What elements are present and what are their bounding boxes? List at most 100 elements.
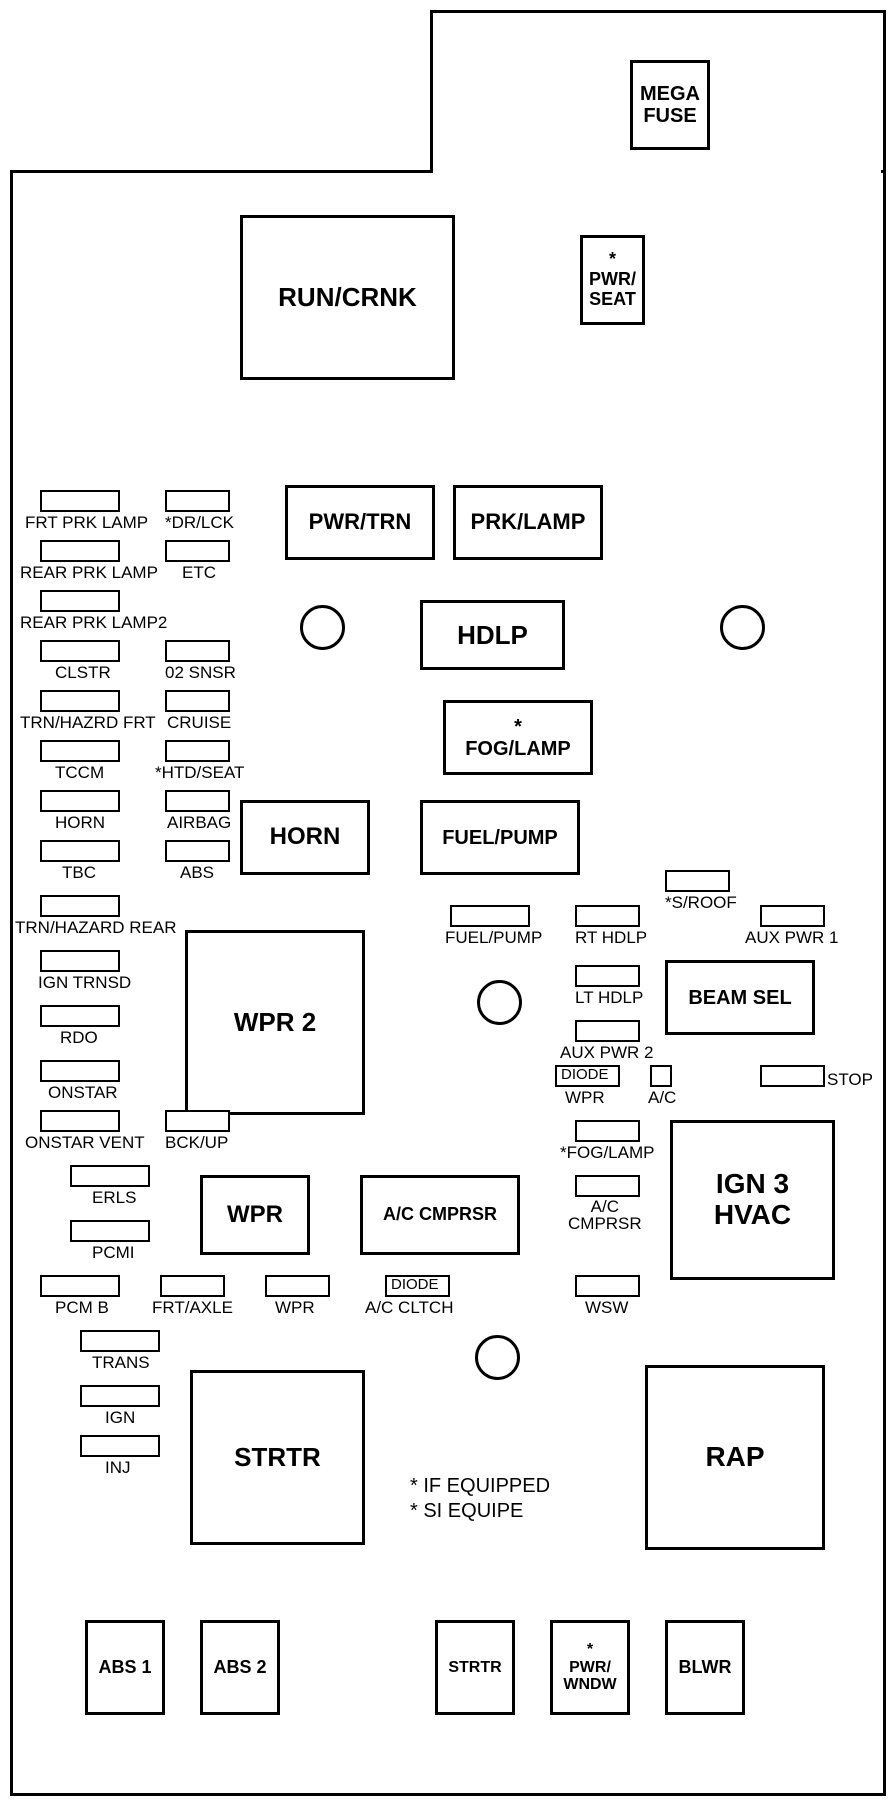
fuse-stop <box>760 1065 825 1087</box>
fuse-tccm <box>40 740 120 762</box>
fuse-label-rdo: RDO <box>60 1028 98 1048</box>
fuse-label-rear-prk-lamp2: REAR PRK LAMP2 <box>20 613 167 633</box>
diode-wpr-label: DIODE <box>561 1066 609 1083</box>
fuse-inj <box>80 1435 160 1457</box>
fuse-wpr-fuse <box>265 1275 330 1297</box>
relay-blwr: BLWR <box>665 1620 745 1715</box>
fuse-label-rear-prk-lamp: REAR PRK LAMP <box>20 563 158 583</box>
fuse-box-diagram: MEGAFUSE RUN/CRNK *PWR/SEAT PWR/TRNPRK/LAMP… <box>0 0 891 1811</box>
relay-mega-fuse: MEGAFUSE <box>630 60 710 150</box>
fuse-ac-cmprsr-fuse <box>575 1175 640 1197</box>
relay-strtr-relay: STRTR <box>190 1370 365 1545</box>
relay-abs2: ABS 2 <box>200 1620 280 1715</box>
fuse-ign <box>80 1385 160 1407</box>
fuse-label-dr-lck: *DR/LCK <box>165 513 234 533</box>
relay-abs1: ABS 1 <box>85 1620 165 1715</box>
fuse-rear-prk-lamp <box>40 540 120 562</box>
fuse-label-s-roof: *S/ROOF <box>665 893 737 913</box>
relay-beam-sel: BEAM SEL <box>665 960 815 1035</box>
fuse-trn-hazard-rear <box>40 895 120 917</box>
fuse-label-inj: INJ <box>105 1458 131 1478</box>
relay-pwr-seat: *PWR/SEAT <box>580 235 645 325</box>
mounting-hole-4 <box>475 1335 520 1380</box>
relay-ign3-hvac: IGN 3HVAC <box>670 1120 835 1280</box>
relay-prk-lamp: PRK/LAMP <box>453 485 603 560</box>
fuse-label-trans: TRANS <box>92 1353 150 1373</box>
fuse-label-o2-snsr: 02 SNSR <box>165 663 236 683</box>
relay-horn-relay: HORN <box>240 800 370 875</box>
fuse-label-fuel-pump: FUEL/PUMP <box>445 928 542 948</box>
fuse-pcm-b <box>40 1275 120 1297</box>
fuse-pcmi <box>70 1220 150 1242</box>
fuse-label-stop: STOP <box>827 1070 873 1090</box>
fuse-label-frt-axle: FRT/AXLE <box>152 1298 233 1318</box>
fuse-etc <box>165 540 230 562</box>
relay-fuel-pump-relay: FUEL/PUMP <box>420 800 580 875</box>
diode-ac-label: DIODE <box>391 1276 439 1293</box>
relay-run-crnk: RUN/CRNK <box>240 215 455 380</box>
fuse-trn-hazrd-frt <box>40 690 120 712</box>
fuse-label-ac: A/C <box>648 1088 676 1108</box>
fuse-label-ac-cmprsr-fuse: A/CCMPRSR <box>568 1198 642 1232</box>
relay-fog-lamp: *FOG/LAMP <box>443 700 593 775</box>
fuse-label-pcmi: PCMI <box>92 1243 135 1263</box>
fuse-label-bck-up: BCK/UP <box>165 1133 228 1153</box>
fuse-label-pcm-b: PCM B <box>55 1298 109 1318</box>
fuse-wsw <box>575 1275 640 1297</box>
fuse-ign-trnsd <box>40 950 120 972</box>
fuse-label-horn: HORN <box>55 813 105 833</box>
fuse-label-trn-hazard-rear: TRN/HAZARD REAR <box>15 918 177 938</box>
fuse-lt-hdlp <box>575 965 640 987</box>
fuse-onstar-vent <box>40 1110 120 1132</box>
fuse-label-tbc: TBC <box>62 863 96 883</box>
mounting-hole-2 <box>720 605 765 650</box>
fuse-label-erls: ERLS <box>92 1188 136 1208</box>
relay-pwr-trn: PWR/TRN <box>285 485 435 560</box>
fuse-label-aux-pwr-2: AUX PWR 2 <box>560 1043 654 1063</box>
fuse-cruise <box>165 690 230 712</box>
fuse-fuel-pump <box>450 905 530 927</box>
fuse-onstar <box>40 1060 120 1082</box>
fuse-label-clstr: CLSTR <box>55 663 111 683</box>
fuse-label-rt-hdlp: RT HDLP <box>575 928 647 948</box>
fuse-label-cruise: CRUISE <box>167 713 231 733</box>
mounting-hole-1 <box>300 605 345 650</box>
relay-wpr-relay: WPR <box>200 1175 310 1255</box>
relay-pwr-wndw: *PWR/WNDW <box>550 1620 630 1715</box>
fuse-abs <box>165 840 230 862</box>
fuse-rt-hdlp <box>575 905 640 927</box>
outline-patch-1 <box>433 170 881 176</box>
fuse-fog-lamp-fuse <box>575 1120 640 1142</box>
fuse-trans <box>80 1330 160 1352</box>
fuse-clstr <box>40 640 120 662</box>
relay-rap: RAP <box>645 1365 825 1550</box>
fuse-label-htd-seat: *HTD/SEAT <box>155 763 244 783</box>
relay-wpr2: WPR 2 <box>185 930 365 1115</box>
fuse-label-trn-hazrd-frt: TRN/HAZRD FRT <box>20 713 156 733</box>
fuse-label-wsw: WSW <box>585 1298 628 1318</box>
fuse-tbc <box>40 840 120 862</box>
fuse-htd-seat <box>165 740 230 762</box>
fuse-label-wpr-fuse: WPR <box>275 1298 315 1318</box>
fuse-frt-axle <box>160 1275 225 1297</box>
fuse-label-etc: ETC <box>182 563 216 583</box>
fuse-ac <box>650 1065 672 1087</box>
fuse-o2-snsr <box>165 640 230 662</box>
fuse-label-fog-lamp-fuse: *FOG/LAMP <box>560 1143 654 1163</box>
fuse-label-ign-trnsd: IGN TRNSD <box>38 973 131 993</box>
fuse-frt-prk-lamp <box>40 490 120 512</box>
si-equipe: * SI EQUIPE <box>410 1500 523 1523</box>
fuse-erls <box>70 1165 150 1187</box>
fuse-label-frt-prk-lamp: FRT PRK LAMP <box>25 513 148 533</box>
fuse-airbag <box>165 790 230 812</box>
fuse-label-ign: IGN <box>105 1408 135 1428</box>
relay-ac-cmprsr-relay: A/C CMPRSR <box>360 1175 520 1255</box>
if-equipped: * IF EQUIPPED <box>410 1475 550 1498</box>
fuse-horn <box>40 790 120 812</box>
fuse-dr-lck <box>165 490 230 512</box>
fuse-label-lt-hdlp: LT HDLP <box>575 988 643 1008</box>
fuse-bck-up <box>165 1110 230 1132</box>
fuse-rear-prk-lamp2 <box>40 590 120 612</box>
fuse-s-roof <box>665 870 730 892</box>
fuse-aux-pwr-2 <box>575 1020 640 1042</box>
